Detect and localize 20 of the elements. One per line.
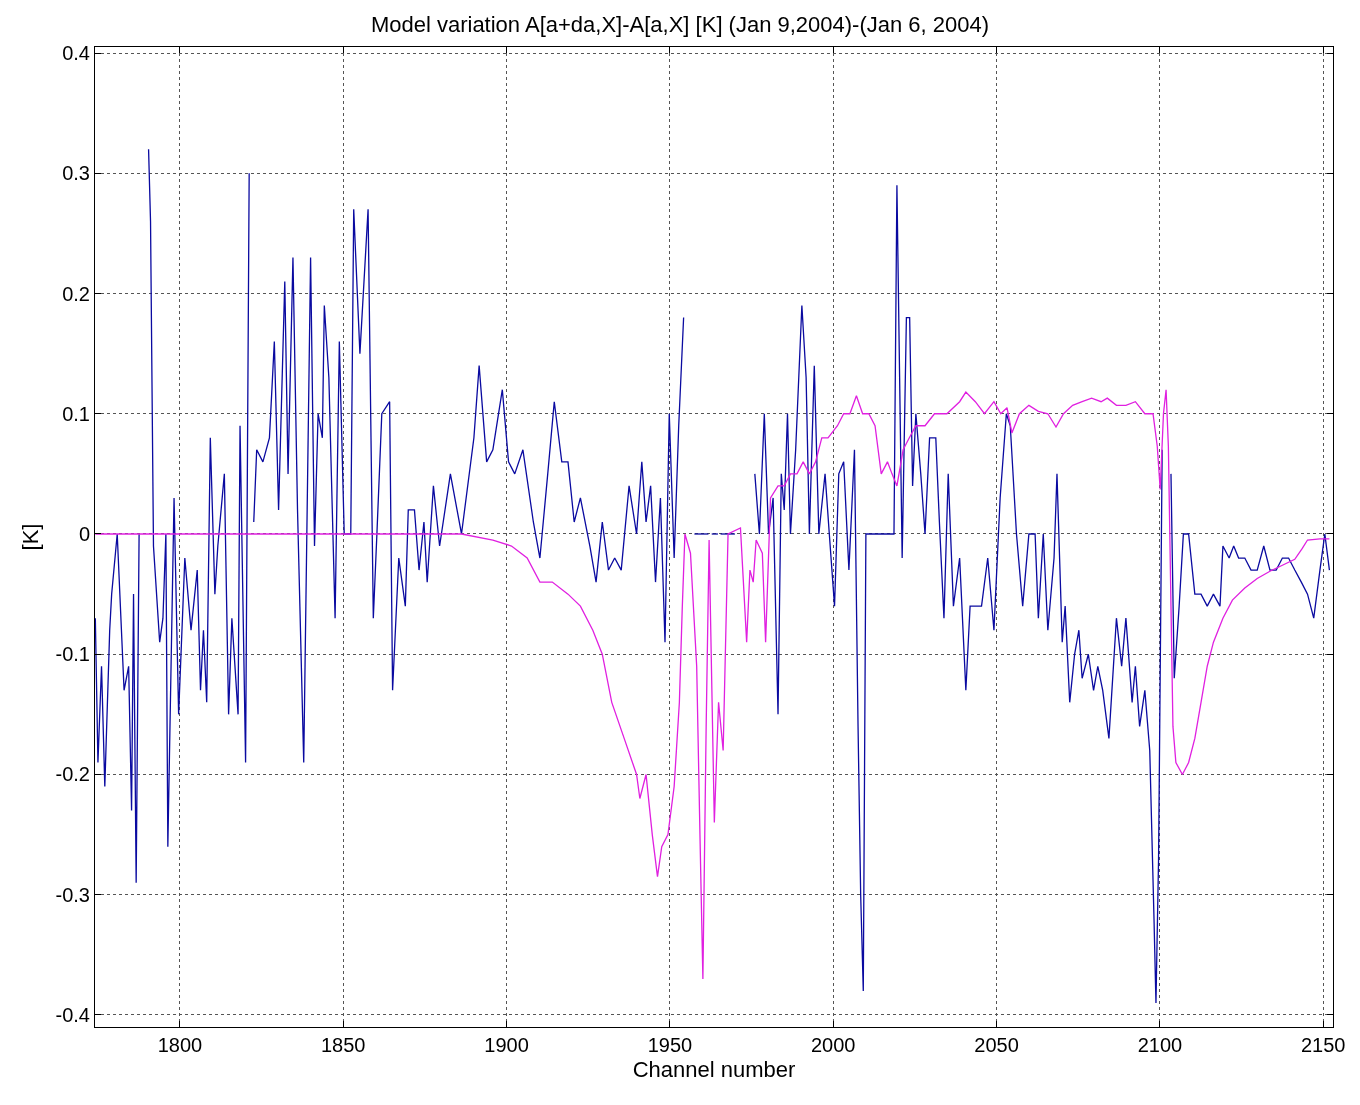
x-tick-label: 1850 <box>321 1034 366 1056</box>
y-tick-label: -0.4 <box>55 1003 90 1026</box>
y-tick-label: 0.4 <box>62 42 90 65</box>
x-tick-label: 1900 <box>484 1034 529 1056</box>
y-axis-title: [K] <box>18 523 44 551</box>
y-tick-label: -0.3 <box>55 883 90 906</box>
y-tick-label: -0.1 <box>55 643 90 666</box>
y-tick-label: -0.2 <box>55 763 90 786</box>
chart-title: Model variation A[a+da,X]-A[a,X] [K] (Jan 9,2004)-(Jan 6, 2004) <box>370 11 990 37</box>
x-axis-title: Channel number <box>632 1056 796 1082</box>
x-tick-label: 1950 <box>647 1034 693 1056</box>
x-tick-label: 1800 <box>157 1034 203 1056</box>
x-tick-label: 2050 <box>974 1034 1019 1056</box>
x-tick-label: 2000 <box>810 1034 856 1056</box>
x-tick-label: 2100 <box>1137 1034 1183 1056</box>
y-tick-label: 0.2 <box>62 282 90 305</box>
x-tick-label: 2150 <box>1300 1034 1346 1056</box>
y-tick-label: 0.1 <box>62 402 90 425</box>
y-tick-label: 0.3 <box>62 162 90 185</box>
y-tick-label: 0 <box>78 522 90 545</box>
